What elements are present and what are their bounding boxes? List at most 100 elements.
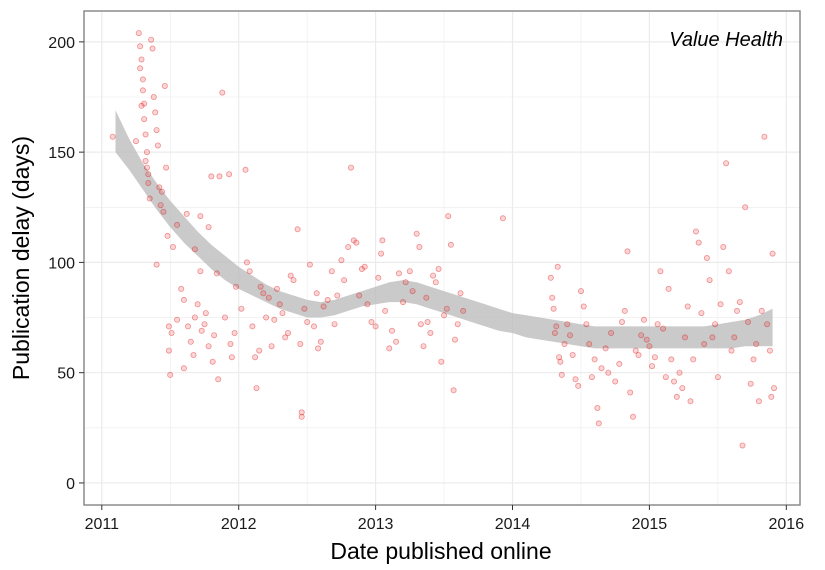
data-point <box>282 334 289 341</box>
y-axis: 0 50 100 150 200 <box>48 35 84 493</box>
data-point <box>356 292 363 299</box>
y-tick-label: 150 <box>48 145 75 162</box>
data-point <box>168 329 175 336</box>
data-point <box>145 171 152 178</box>
data-point <box>547 274 554 281</box>
data-point <box>331 321 338 328</box>
data-point <box>238 305 245 312</box>
data-point <box>338 257 345 264</box>
data-point <box>297 340 304 347</box>
data-point <box>745 318 752 325</box>
data-point <box>764 321 771 328</box>
data-point <box>208 173 215 180</box>
data-point <box>665 285 672 292</box>
data-point <box>294 226 301 233</box>
data-point <box>753 340 760 347</box>
data-point <box>382 307 389 314</box>
data-points <box>109 30 778 449</box>
data-point <box>211 332 218 339</box>
data-point <box>313 290 320 297</box>
data-point <box>205 224 212 231</box>
gridlines <box>84 11 800 505</box>
data-point <box>276 301 283 308</box>
data-point <box>324 296 331 303</box>
data-point <box>588 374 595 381</box>
data-point <box>263 314 270 321</box>
y-tick-label: 50 <box>57 366 75 383</box>
data-point <box>320 303 327 310</box>
data-point <box>717 301 724 308</box>
data-point <box>768 393 775 400</box>
data-point <box>252 354 259 361</box>
data-point <box>388 327 395 334</box>
data-point <box>549 294 556 301</box>
data-point <box>771 385 778 392</box>
data-point <box>758 307 765 314</box>
data-point <box>271 316 278 323</box>
data-point <box>153 127 160 134</box>
data-point <box>673 393 680 400</box>
data-point <box>379 237 386 244</box>
data-point <box>616 360 623 367</box>
data-point <box>619 318 626 325</box>
data-point <box>598 365 605 372</box>
data-point <box>435 265 442 272</box>
data-point <box>221 314 228 321</box>
data-point <box>345 243 352 250</box>
data-point <box>256 347 263 354</box>
data-point <box>640 316 647 323</box>
data-point <box>161 83 168 90</box>
data-point <box>228 354 235 361</box>
data-point <box>231 329 238 336</box>
data-point <box>580 303 587 310</box>
data-point <box>690 356 697 363</box>
data-point <box>165 347 172 354</box>
data-point <box>142 131 149 138</box>
x-axis: 2011 2012 2013 2014 2015 2016 <box>85 505 804 533</box>
data-point <box>608 329 615 336</box>
data-point <box>701 340 708 347</box>
data-point <box>695 239 702 246</box>
data-point <box>621 307 628 314</box>
data-point <box>693 228 700 235</box>
data-point <box>353 239 360 246</box>
data-point <box>554 263 561 270</box>
data-point <box>226 171 233 178</box>
data-point <box>157 202 164 209</box>
data-point <box>306 261 313 268</box>
data-point <box>191 246 198 253</box>
data-point <box>174 316 181 323</box>
data-point <box>572 376 579 383</box>
data-point <box>632 347 639 354</box>
data-point <box>138 102 145 109</box>
data-point <box>660 325 667 332</box>
data-point <box>445 213 452 220</box>
data-point <box>268 343 275 350</box>
data-point <box>178 285 185 292</box>
data-point <box>201 321 208 328</box>
smooth-ribbon <box>115 110 773 349</box>
data-point <box>310 323 317 330</box>
y-tick-label: 200 <box>48 35 75 52</box>
data-point <box>457 290 464 297</box>
data-point <box>213 270 220 277</box>
data-point <box>378 250 385 257</box>
data-point <box>651 354 658 361</box>
data-point <box>558 371 565 378</box>
data-point <box>714 374 721 381</box>
data-point <box>450 387 457 394</box>
x-tick-label: 2015 <box>632 516 668 533</box>
x-axis-title: Date published online <box>330 538 551 564</box>
journal-annotation: Value Health <box>669 29 783 51</box>
data-point <box>657 268 664 275</box>
data-point <box>180 365 187 372</box>
data-point <box>386 345 393 352</box>
data-point <box>215 376 222 383</box>
data-point <box>149 45 156 52</box>
data-point <box>198 327 205 334</box>
data-point <box>627 389 634 396</box>
data-point <box>654 321 661 328</box>
data-point <box>167 371 174 378</box>
data-point <box>163 164 170 171</box>
data-point <box>143 164 150 171</box>
